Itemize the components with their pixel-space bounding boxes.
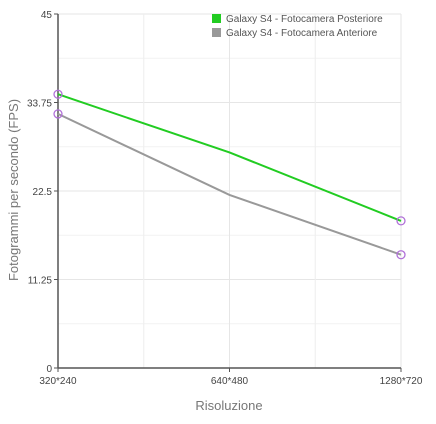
x-axis-title: Risoluzione	[195, 398, 262, 413]
data-points	[53, 89, 406, 260]
data-point-marker	[53, 109, 63, 119]
series-line-0	[57, 93, 402, 222]
y-tick-label: 22.5	[33, 187, 53, 198]
y-tick-label: 0	[46, 364, 52, 375]
series-lines	[57, 93, 402, 256]
data-point-marker	[396, 216, 406, 226]
x-tick-labels: 320*240 640*480 1280*720	[39, 368, 423, 387]
data-point-marker	[53, 89, 63, 99]
legend: Galaxy S4 - Fotocamera Posteriore Galaxy …	[212, 14, 383, 39]
y-tick-label: 45	[41, 10, 53, 21]
legend-label: Galaxy S4 - Fotocamera Posteriore	[226, 14, 383, 25]
data-point-marker	[396, 250, 406, 260]
x-tick-label: 320*240	[39, 376, 77, 387]
y-tick-label: 11.25	[28, 276, 53, 287]
y-axis-title: Fotogrammi per secondo (FPS)	[6, 99, 21, 281]
series-line-1	[57, 113, 402, 256]
y-tick-labels: 0 11.25 22.5 33.75 45	[27, 10, 58, 375]
grid	[58, 13, 402, 369]
x-tick-label: 640*480	[211, 376, 249, 387]
y-tick-label: 33.75	[27, 99, 52, 110]
legend-label: Galaxy S4 - Fotocamera Anteriore	[226, 28, 378, 39]
legend-swatch	[212, 14, 221, 23]
x-tick-label: 1280*720	[380, 376, 423, 387]
legend-swatch	[212, 28, 221, 37]
